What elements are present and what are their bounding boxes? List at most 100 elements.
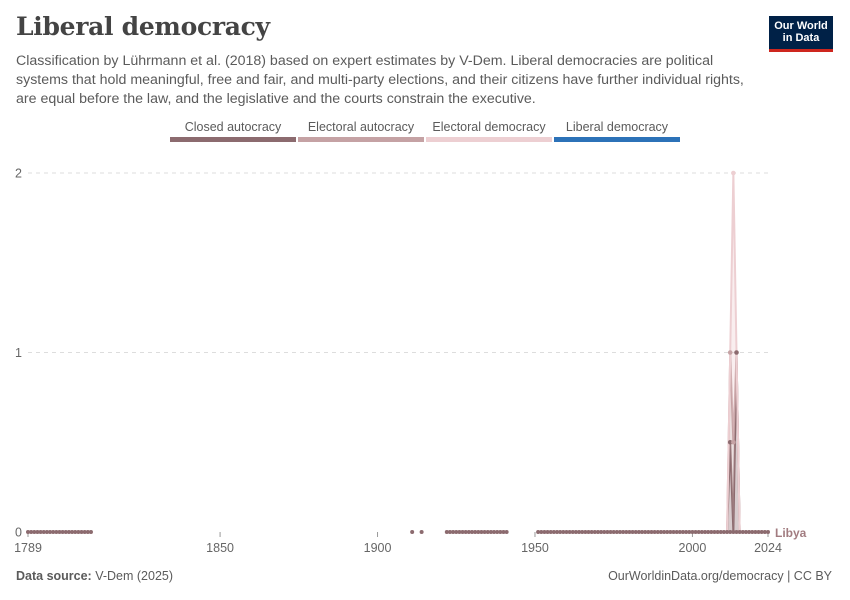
data-point xyxy=(545,530,550,534)
legend-item-closed-autocracy[interactable]: Closed autocracy xyxy=(170,118,296,142)
data-point xyxy=(482,530,487,534)
data-point xyxy=(696,530,701,534)
data-point xyxy=(627,530,632,534)
logo-line-2: in Data xyxy=(782,31,820,44)
legend-item-electoral-democracy[interactable]: Electoral democracy xyxy=(426,118,552,142)
data-point xyxy=(548,530,553,534)
data-point xyxy=(658,530,663,534)
legend-item-liberal-democracy[interactable]: Liberal democracy xyxy=(554,118,680,142)
x-tick-label: 1789 xyxy=(14,541,42,555)
data-point xyxy=(85,530,90,534)
data-point xyxy=(444,530,449,534)
data-point xyxy=(636,530,641,534)
data-source-label: Data source: xyxy=(16,569,92,583)
data-point xyxy=(668,530,673,534)
data-point xyxy=(589,530,594,534)
data-point xyxy=(727,439,733,445)
owid-logo[interactable]: Our World in Data xyxy=(769,16,833,52)
data-point xyxy=(671,530,676,534)
data-point xyxy=(460,530,465,534)
data-point xyxy=(618,530,622,534)
data-point xyxy=(759,530,764,534)
legend-label: Liberal democracy xyxy=(565,120,669,134)
data-point xyxy=(570,530,575,534)
data-point xyxy=(684,530,689,534)
y-tick-label: 0 xyxy=(15,526,22,540)
x-tick-label: 2000 xyxy=(679,541,707,555)
data-point xyxy=(492,530,497,534)
legend-swatch xyxy=(426,137,552,142)
data-point xyxy=(734,530,739,534)
data-point xyxy=(88,530,93,534)
data-point xyxy=(740,530,745,534)
data-point xyxy=(721,530,726,534)
data-point xyxy=(624,530,629,534)
data-point xyxy=(699,530,704,534)
data-point xyxy=(82,530,87,534)
data-point xyxy=(70,530,75,534)
source-url-link[interactable]: OurWorldinData.org/democracy | CC BY xyxy=(608,569,832,583)
data-point xyxy=(728,530,733,534)
data-point xyxy=(488,530,493,534)
data-point xyxy=(649,530,654,534)
data-point xyxy=(26,530,30,534)
legend-item-electoral-autocracy[interactable]: Electoral autocracy xyxy=(298,118,424,142)
data-point xyxy=(743,530,748,534)
data-point xyxy=(454,530,459,534)
data-point xyxy=(621,530,626,534)
entity-label: Libya xyxy=(775,526,807,540)
data-point xyxy=(79,530,84,534)
data-point xyxy=(32,530,37,534)
data-point xyxy=(599,530,604,534)
data-point xyxy=(539,530,544,534)
data-point xyxy=(476,530,481,534)
data-point xyxy=(536,530,541,534)
data-point xyxy=(731,170,736,176)
data-point xyxy=(630,530,635,534)
legend-swatch xyxy=(554,137,680,142)
data-point xyxy=(727,350,733,355)
data-point xyxy=(567,530,572,534)
data-point xyxy=(60,530,65,534)
data-point xyxy=(463,530,468,534)
data-point xyxy=(690,530,695,534)
data-point xyxy=(479,530,484,534)
data-point xyxy=(63,530,68,534)
data-point xyxy=(731,439,736,445)
data-point xyxy=(614,530,619,534)
legend-label: Closed autocracy xyxy=(184,120,282,134)
data-point xyxy=(766,530,770,534)
legend-swatch xyxy=(170,137,296,142)
data-point xyxy=(35,530,40,534)
data-point xyxy=(57,530,62,534)
data-point xyxy=(709,530,714,534)
data-point xyxy=(542,530,547,534)
data-point xyxy=(662,530,667,534)
data-point xyxy=(646,530,651,534)
data-point xyxy=(577,530,582,534)
data-point xyxy=(687,530,692,534)
x-tick-label: 1900 xyxy=(364,541,392,555)
data-point xyxy=(643,530,648,534)
data-point xyxy=(44,530,49,534)
data-point xyxy=(677,530,682,534)
data-point xyxy=(473,530,478,534)
data-point xyxy=(38,530,43,534)
data-point xyxy=(665,530,670,534)
data-point xyxy=(706,530,711,534)
data-point xyxy=(457,530,462,534)
data-point xyxy=(725,530,730,534)
data-point xyxy=(680,530,685,534)
data-point xyxy=(551,530,556,534)
data-point xyxy=(586,530,591,534)
data-point xyxy=(655,530,660,534)
data-point xyxy=(762,530,767,534)
data-point xyxy=(633,530,638,534)
data-point xyxy=(595,530,600,534)
data-source-value: V-Dem (2025) xyxy=(95,569,174,583)
data-point xyxy=(48,530,53,534)
data-point xyxy=(652,530,657,534)
data-point xyxy=(734,350,739,355)
data-point xyxy=(51,530,56,534)
